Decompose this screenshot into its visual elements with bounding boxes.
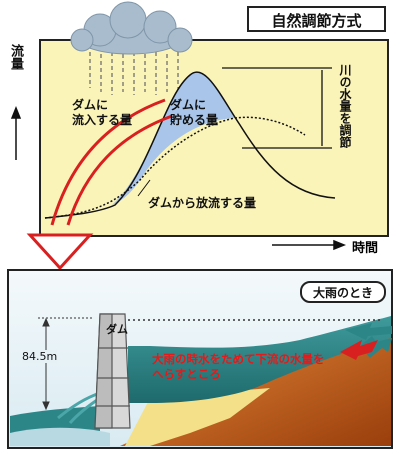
dam-height-label: 84.5m [22, 350, 58, 363]
storage-label: ダムに 貯める量 [170, 98, 219, 127]
y-axis-arrow [10, 105, 22, 160]
diagram-title: 自然調節方式 [247, 6, 386, 32]
dam-body [94, 313, 131, 429]
outflow-leader [137, 179, 151, 197]
riverbank [10, 427, 110, 446]
reservoir-water [128, 316, 391, 403]
rain-lines [89, 52, 179, 95]
y-axis-label: 流量 [8, 44, 23, 70]
dam-label: ダム [106, 323, 128, 336]
runoff-arrow [345, 323, 392, 340]
chart-frame [39, 39, 389, 237]
rain-cloud-icon [70, 1, 193, 55]
red-inflow-arrow [340, 340, 378, 360]
outflow-curve [44, 116, 306, 219]
heavy-rain-badge: 大雨のとき [300, 281, 386, 303]
river-volume-label: 川の水量を調節 [338, 64, 352, 148]
natural-regulation-diagram [10, 1, 389, 270]
x-axis-label: 時間 [352, 241, 379, 256]
x-axis-arrow [272, 239, 347, 251]
inflow-label: ダムに 流入する量 [72, 98, 133, 127]
inflow-arrow [26, 98, 173, 270]
inflow-curve [44, 71, 336, 219]
height-measure [38, 317, 94, 411]
outflow-label: ダムから放流する量 [148, 196, 257, 210]
reservoir-annotation: 大雨の時水をためて下流の水量を へらすところ [152, 352, 325, 381]
river-volume-bracket [222, 67, 332, 149]
storage-area [112, 72, 235, 205]
